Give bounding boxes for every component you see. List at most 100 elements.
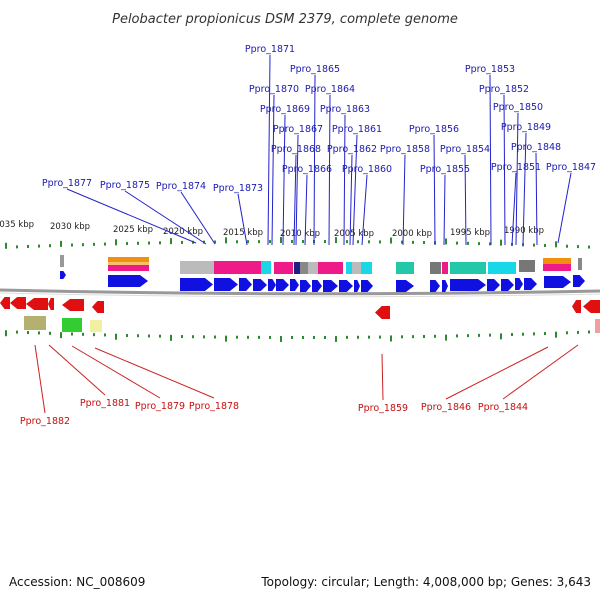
forward-gene-arrow [312, 280, 322, 292]
kbp-scale: 2035 kbp 2030 kbp 2025 kbp 2020 kbp 2015 kbp… [0, 220, 544, 239]
forward-leader-line [349, 154, 353, 246]
forward-gene-label[interactable]: Ppro_1855 [420, 164, 470, 175]
tick-bottom [489, 333, 491, 337]
forward-gene-label[interactable]: Ppro_1861 [332, 124, 382, 135]
reverse-gene-label[interactable]: Ppro_1881 [80, 398, 130, 409]
reverse-gene-label[interactable]: Ppro_1879 [135, 401, 185, 412]
reverse-leader-line [94, 347, 215, 399]
tick-top [346, 240, 348, 244]
tick-top [236, 240, 238, 244]
forward-leader-line [522, 132, 527, 246]
forward-gene-label[interactable]: Ppro_1856 [409, 124, 459, 135]
tick-bottom [544, 332, 546, 336]
tick-bottom [49, 331, 51, 335]
feature-bar [450, 262, 486, 274]
tick-bottom [500, 333, 502, 340]
tick-bottom [313, 335, 315, 339]
kbp-label: 1995 kbp [450, 228, 490, 238]
forward-leader-line [295, 134, 299, 246]
tick-top [93, 242, 95, 246]
tick-top [115, 239, 117, 246]
forward-leader-line [489, 74, 492, 246]
tick-bottom [203, 335, 205, 339]
forward-gene-label[interactable]: Ppro_1866 [282, 164, 332, 175]
forward-leader-line [282, 114, 286, 246]
tick-top [335, 237, 337, 244]
forward-gene-label[interactable]: Ppro_1871 [245, 44, 295, 55]
forward-leader-line [464, 154, 467, 246]
tick-bottom [159, 334, 161, 338]
forward-gene-label[interactable]: Ppro_1870 [249, 84, 299, 95]
tick-top [302, 240, 304, 244]
tick-bottom [401, 335, 403, 339]
tick-bottom [170, 334, 172, 341]
forward-gene-label[interactable]: Ppro_1848 [511, 142, 561, 153]
tick-top [500, 239, 502, 246]
forward-gene-arrow [396, 280, 414, 292]
forward-gene-label[interactable]: Ppro_1849 [501, 122, 551, 133]
forward-gene-label[interactable]: Ppro_1847 [546, 162, 596, 173]
reverse-gene-label[interactable]: Ppro_1844 [478, 402, 528, 413]
tick-bottom [214, 335, 216, 339]
tick-top [390, 237, 392, 244]
reverse-gene-label[interactable]: Ppro_1878 [189, 401, 239, 412]
forward-gene-arrow [501, 279, 514, 291]
forward-gene-label[interactable]: Ppro_1853 [465, 64, 515, 75]
reverse-gene-label[interactable]: Ppro_1882 [20, 416, 70, 427]
reverse-gene-label[interactable]: Ppro_1859 [358, 403, 408, 414]
forward-gene-label[interactable]: Ppro_1865 [290, 64, 340, 75]
forward-gene-label[interactable]: Ppro_1851 [491, 162, 541, 173]
reverse-gene-arrow [583, 300, 600, 313]
tick-bottom [93, 333, 95, 337]
feature-bar [352, 262, 361, 274]
forward-gene-arrow [573, 275, 585, 287]
forward-gene-label[interactable]: Ppro_1858 [380, 144, 430, 155]
kbp-label: 2005 kbp [334, 229, 374, 239]
tick-bottom [379, 335, 381, 339]
forward-gene-label[interactable]: Ppro_1863 [320, 104, 370, 115]
feature-bar [24, 316, 46, 330]
reverse-feature-bars [24, 316, 600, 333]
forward-gene-label[interactable]: Ppro_1873 [213, 183, 263, 194]
tick-top [38, 244, 40, 248]
reverse-leader-line [502, 344, 579, 400]
kbp-label: 2030 kbp [50, 222, 90, 232]
forward-gene-label[interactable]: Ppro_1868 [271, 144, 321, 155]
forward-gene-label[interactable]: Ppro_1877 [42, 178, 92, 189]
tick-top [159, 241, 161, 245]
tick-top [170, 238, 172, 245]
forward-leader-line [304, 174, 308, 246]
reverse-gene-label[interactable]: Ppro_1846 [421, 402, 471, 413]
feature-bar [361, 262, 372, 274]
feature-bar [60, 255, 64, 267]
kbp-label: 2010 kbp [280, 229, 320, 239]
forward-feature-bars [60, 255, 582, 274]
forward-gene-label[interactable]: Ppro_1875 [100, 180, 150, 191]
reverse-gene-arrow [375, 306, 390, 319]
tick-bottom [566, 331, 568, 335]
forward-gene-label[interactable]: Ppro_1864 [305, 84, 355, 95]
forward-gene-label[interactable]: Ppro_1867 [273, 124, 323, 135]
reverse-gene-arrow [26, 298, 48, 310]
forward-gene-arrow [354, 280, 360, 292]
forward-gene-label[interactable]: Ppro_1860 [342, 164, 392, 175]
forward-gene-label[interactable]: Ppro_1854 [440, 144, 490, 155]
tick-top [49, 244, 51, 248]
tick-bottom [280, 335, 282, 342]
tick-top [445, 238, 447, 245]
feature-bar [543, 264, 571, 271]
tick-top [291, 240, 293, 244]
reverse-gene-arrow [572, 300, 581, 313]
forward-label-leaders [66, 54, 572, 246]
forward-gene-label[interactable]: Ppro_1874 [156, 181, 206, 192]
forward-gene-label[interactable]: Ppro_1850 [493, 102, 543, 113]
forward-leader-line [313, 74, 316, 246]
feature-bar [90, 320, 102, 332]
forward-gene-label[interactable]: Ppro_1869 [260, 104, 310, 115]
forward-gene-label[interactable]: Ppro_1862 [327, 144, 377, 155]
tick-top [401, 240, 403, 244]
forward-gene-arrow [60, 271, 66, 279]
tick-bottom [225, 335, 227, 342]
tick-bottom [126, 333, 128, 337]
forward-gene-label[interactable]: Ppro_1852 [479, 84, 529, 95]
